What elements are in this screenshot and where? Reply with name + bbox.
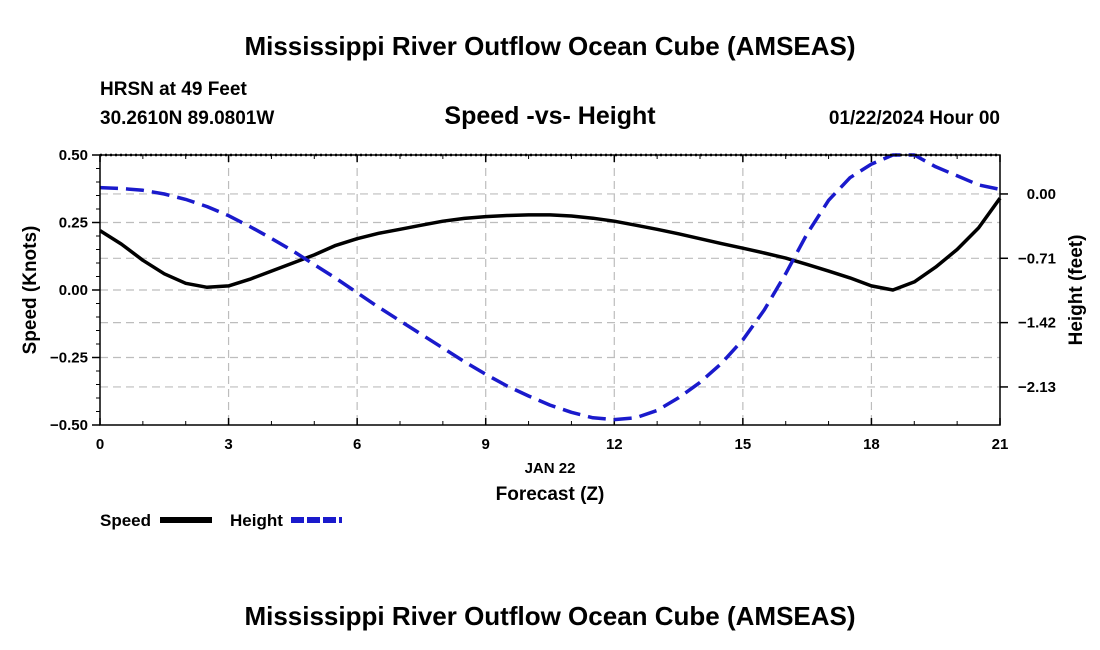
y-right-tick-label: −0.71 bbox=[1018, 250, 1056, 267]
chart-subtitle: Speed -vs- Height bbox=[444, 102, 656, 130]
left-axis-label: Speed (Knots) bbox=[20, 226, 41, 355]
footer-title: Mississippi River Outflow Ocean Cube (AM… bbox=[244, 601, 855, 631]
y-right-tick-label: −2.13 bbox=[1018, 379, 1056, 396]
y-left-tick-label: 0.00 bbox=[59, 282, 88, 299]
grid-lines bbox=[100, 155, 1000, 425]
series-lines bbox=[99, 153, 1002, 422]
right-axis-label: Height (feet) bbox=[1066, 235, 1087, 346]
x-tick-label: 6 bbox=[353, 436, 361, 453]
height-line bbox=[99, 153, 1001, 422]
legend-height-label: Height bbox=[230, 511, 283, 530]
x-tick-label: 12 bbox=[606, 436, 623, 453]
tick-labels: 0 3 6 9 12 15 18 21 0.50 0.25 0.00 −0.25 −0.50 0.00 −0… bbox=[50, 147, 1056, 453]
x-tick-label: 15 bbox=[735, 436, 752, 453]
y-right-tick-label: 0.00 bbox=[1027, 186, 1056, 203]
page-title: Mississippi River Outflow Ocean Cube (AM… bbox=[244, 31, 855, 61]
station-label: HRSN at 49 Feet bbox=[100, 79, 247, 100]
x-tick-label: 9 bbox=[482, 436, 490, 453]
x-tick-label: 21 bbox=[992, 436, 1009, 453]
speed-line bbox=[99, 197, 1002, 292]
x-tick-label: 3 bbox=[224, 436, 232, 453]
y-left-tick-label: −0.50 bbox=[50, 417, 88, 434]
y-left-tick-label: 0.25 bbox=[59, 215, 88, 232]
y-right-tick-label: −1.42 bbox=[1018, 315, 1056, 332]
forecast-date-label: 01/22/2024 Hour 00 bbox=[829, 108, 1000, 129]
legend: Speed Height bbox=[100, 511, 342, 530]
x-tick-label: 0 bbox=[96, 436, 104, 453]
x-tick-label: 18 bbox=[863, 436, 880, 453]
x-axis-label: Forecast (Z) bbox=[496, 484, 605, 505]
y-left-tick-label: −0.25 bbox=[50, 350, 88, 367]
legend-speed-label: Speed bbox=[100, 511, 151, 530]
y-left-tick-label: 0.50 bbox=[59, 147, 88, 164]
coordinates-label: 30.2610N 89.0801W bbox=[100, 108, 274, 129]
x-axis-date-label: JAN 22 bbox=[525, 460, 576, 477]
